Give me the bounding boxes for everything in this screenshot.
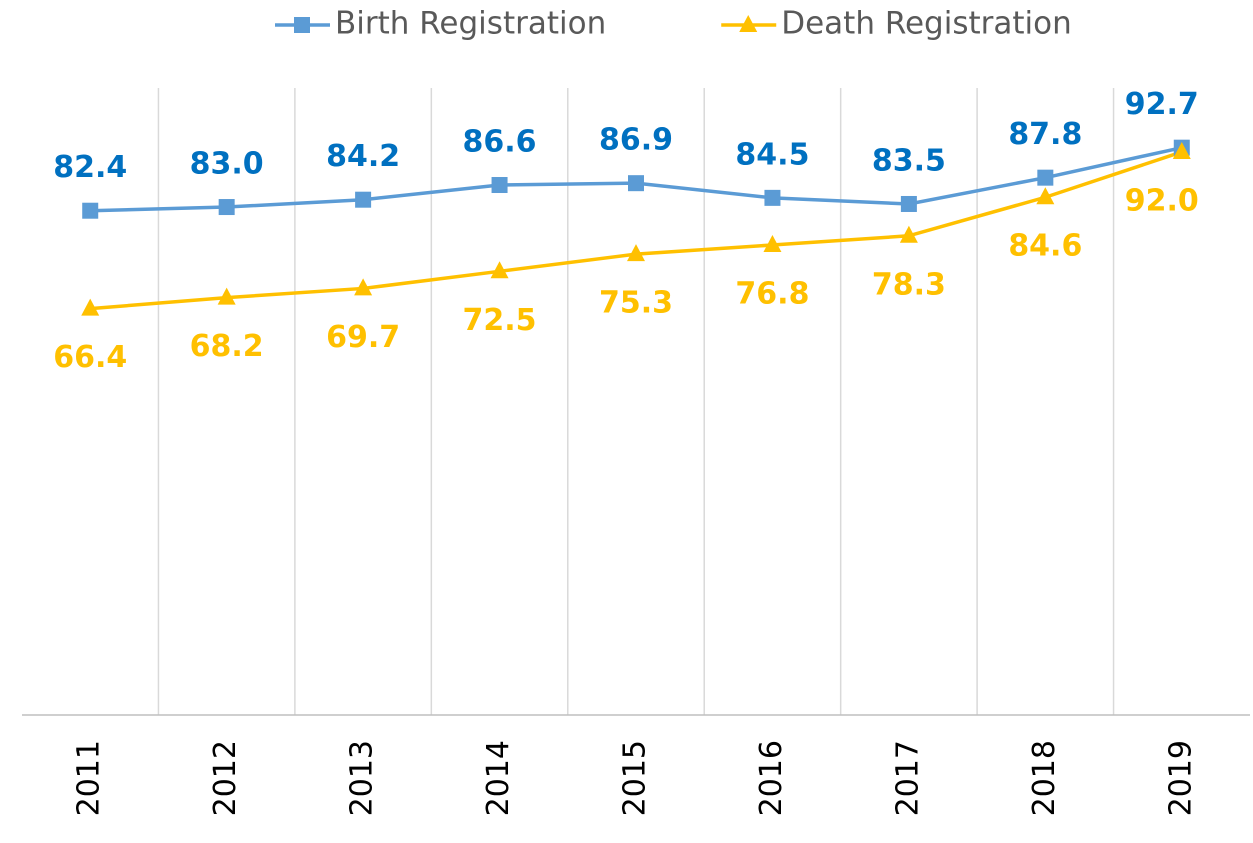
legend-label: Birth Registration <box>335 6 606 42</box>
data-label: 82.4 <box>53 150 127 185</box>
data-label: 66.4 <box>53 340 127 375</box>
marker <box>354 278 373 296</box>
marker <box>82 202 99 219</box>
data-label: 78.3 <box>872 267 946 302</box>
data-label: 86.6 <box>463 125 537 160</box>
x-tick-label: 2018 <box>1027 740 1062 816</box>
x-tick-label: 2012 <box>208 740 243 816</box>
marker <box>218 199 235 216</box>
legend-marker <box>739 15 758 32</box>
data-label: 92.7 <box>1125 87 1199 122</box>
x-tick-label: 2013 <box>345 740 380 816</box>
x-tick-label: 2017 <box>890 740 925 816</box>
legend-label: Death Registration <box>781 6 1072 42</box>
data-label: 75.3 <box>599 286 673 321</box>
x-tick-label: 2016 <box>754 740 789 816</box>
data-label: 84.6 <box>1008 229 1082 264</box>
marker <box>491 177 508 194</box>
marker <box>628 175 644 192</box>
legend-marker <box>294 17 310 33</box>
x-tick-label: 2011 <box>72 740 107 816</box>
data-label: 86.9 <box>599 123 673 158</box>
data-label: 76.8 <box>735 276 809 311</box>
x-tick-label: 2015 <box>618 740 653 816</box>
data-label: 83.0 <box>190 147 264 182</box>
marker <box>81 298 100 316</box>
marker <box>900 195 917 212</box>
marker <box>764 189 781 206</box>
data-label: 69.7 <box>326 320 400 355</box>
data-label: 68.2 <box>190 329 264 364</box>
data-label: 83.5 <box>872 143 946 178</box>
marker <box>627 244 645 262</box>
data-label: 84.2 <box>326 139 400 174</box>
marker <box>490 261 509 279</box>
x-tick-label: 2019 <box>1163 740 1198 816</box>
marker <box>1036 187 1055 205</box>
marker <box>1172 141 1191 159</box>
data-label: 92.0 <box>1125 183 1199 218</box>
marker <box>1037 169 1054 186</box>
data-label: 84.5 <box>735 137 809 172</box>
marker <box>217 287 236 305</box>
data-label: 87.8 <box>1008 117 1082 152</box>
marker <box>763 234 782 252</box>
marker <box>899 225 918 243</box>
x-tick-label: 2014 <box>481 740 516 816</box>
marker <box>355 191 372 208</box>
data-label: 72.5 <box>463 303 537 338</box>
